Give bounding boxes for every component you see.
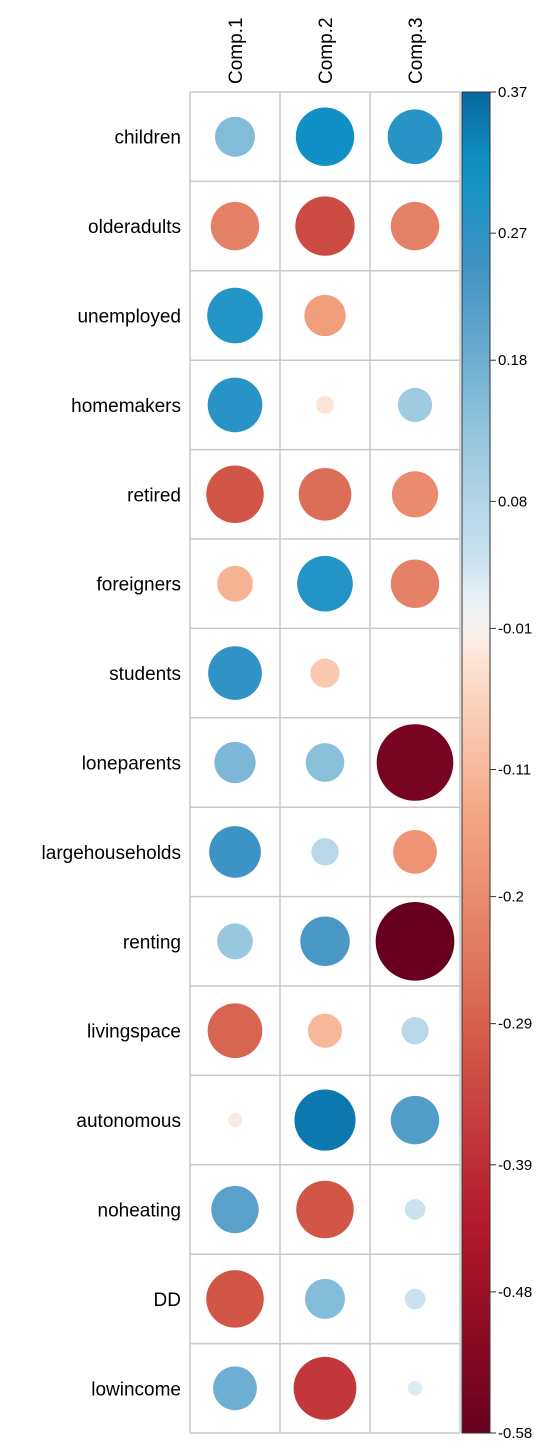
column-label: Comp.3 xyxy=(406,17,427,84)
column-labels: Comp.1 Comp.2 Comp.3 xyxy=(226,17,427,84)
correlation-circle xyxy=(404,1199,426,1220)
correlation-circle xyxy=(390,1095,440,1145)
row-label: foreigners xyxy=(97,575,182,596)
correlation-circle xyxy=(209,826,261,878)
correlation-circle xyxy=(294,1089,356,1151)
row-label: retired xyxy=(127,485,181,506)
correlation-circle xyxy=(390,559,440,608)
correlation-circle xyxy=(307,1013,343,1048)
colorbar-tick-label: -0.11 xyxy=(498,762,531,779)
correlation-circle xyxy=(311,838,339,866)
correlation-circle xyxy=(298,467,352,521)
correlation-circle xyxy=(293,1356,357,1420)
correlation-circle xyxy=(387,109,443,165)
row-label: autonomous xyxy=(76,1111,181,1132)
correlation-circle xyxy=(393,829,437,874)
correlation-circle xyxy=(304,294,346,337)
row-labels: children olderadults unemployed homemakers r… xyxy=(42,128,181,1401)
correlation-circle xyxy=(227,1112,243,1128)
correlation-circle xyxy=(295,107,355,166)
correlation-circle xyxy=(207,287,263,344)
row-label: students xyxy=(109,664,181,685)
correlation-circle xyxy=(206,1270,264,1328)
correlation-circle xyxy=(296,1180,354,1239)
correlation-circle xyxy=(211,1185,259,1234)
colorbar-gradient xyxy=(461,91,491,1434)
colorbar-tick-label: -0.39 xyxy=(498,1157,532,1174)
colorbar-tick-label: -0.2 xyxy=(498,889,524,906)
correlation-circle xyxy=(207,1003,263,1059)
row-label: loneparents xyxy=(82,754,181,775)
colorbar-tick-label: -0.48 xyxy=(498,1284,532,1301)
colorbar-tick-label: 0.18 xyxy=(498,352,527,369)
colorbar-tick-label: 0.37 xyxy=(498,84,527,101)
colorbar-tick-label: -0.58 xyxy=(498,1425,532,1442)
colorbar: 0.37 0.27 0.18 0.08 -0.01 -0.11 -0.2 -0.29 -0.39… xyxy=(461,84,532,1442)
correlation-circle xyxy=(407,1381,423,1396)
grid xyxy=(189,91,461,1434)
correlation-circle xyxy=(295,196,355,256)
correlation-circle xyxy=(404,1288,426,1310)
row-label: unemployed xyxy=(77,307,181,328)
colorbar-tick-label: -0.01 xyxy=(498,620,532,637)
row-label: children xyxy=(114,128,181,149)
colorbar-tick-label: -0.29 xyxy=(498,1016,532,1033)
correlation-circle xyxy=(397,387,433,423)
circles xyxy=(206,107,455,1420)
correlation-circle xyxy=(210,201,260,251)
correlation-circle xyxy=(316,395,334,414)
row-label: homemakers xyxy=(71,396,181,417)
correlation-circle xyxy=(305,743,345,782)
correlation-circle xyxy=(390,201,440,251)
row-label: olderadults xyxy=(88,217,181,238)
row-label: noheating xyxy=(98,1201,181,1222)
correlation-circle xyxy=(206,465,264,524)
colorbar-tick-label: 0.08 xyxy=(498,493,527,510)
correlation-circle xyxy=(305,1278,345,1319)
colorbar-tick-label: 0.27 xyxy=(498,225,527,242)
correlation-circle xyxy=(214,741,256,784)
column-label: Comp.1 xyxy=(226,17,247,84)
correlation-circle xyxy=(310,658,340,688)
row-label: renting xyxy=(123,932,181,953)
correlation-circle xyxy=(213,1366,257,1411)
correlation-circle xyxy=(297,555,353,612)
correlation-circle xyxy=(376,724,454,801)
correlation-circle xyxy=(300,916,350,967)
correlation-circle xyxy=(391,471,439,518)
correlation-circle xyxy=(375,901,455,981)
row-label: livingspace xyxy=(87,1022,181,1043)
correlation-circle xyxy=(217,923,253,960)
column-label: Comp.2 xyxy=(316,17,337,84)
correlation-circle xyxy=(207,377,263,433)
correlation-circle xyxy=(401,1017,429,1045)
row-label: DD xyxy=(154,1290,181,1311)
row-label: lowincome xyxy=(91,1379,181,1400)
correlation-circle xyxy=(208,646,262,700)
correlation-circle xyxy=(217,565,253,602)
correlation-circle xyxy=(215,116,255,157)
row-label: largehouseholds xyxy=(42,843,181,864)
